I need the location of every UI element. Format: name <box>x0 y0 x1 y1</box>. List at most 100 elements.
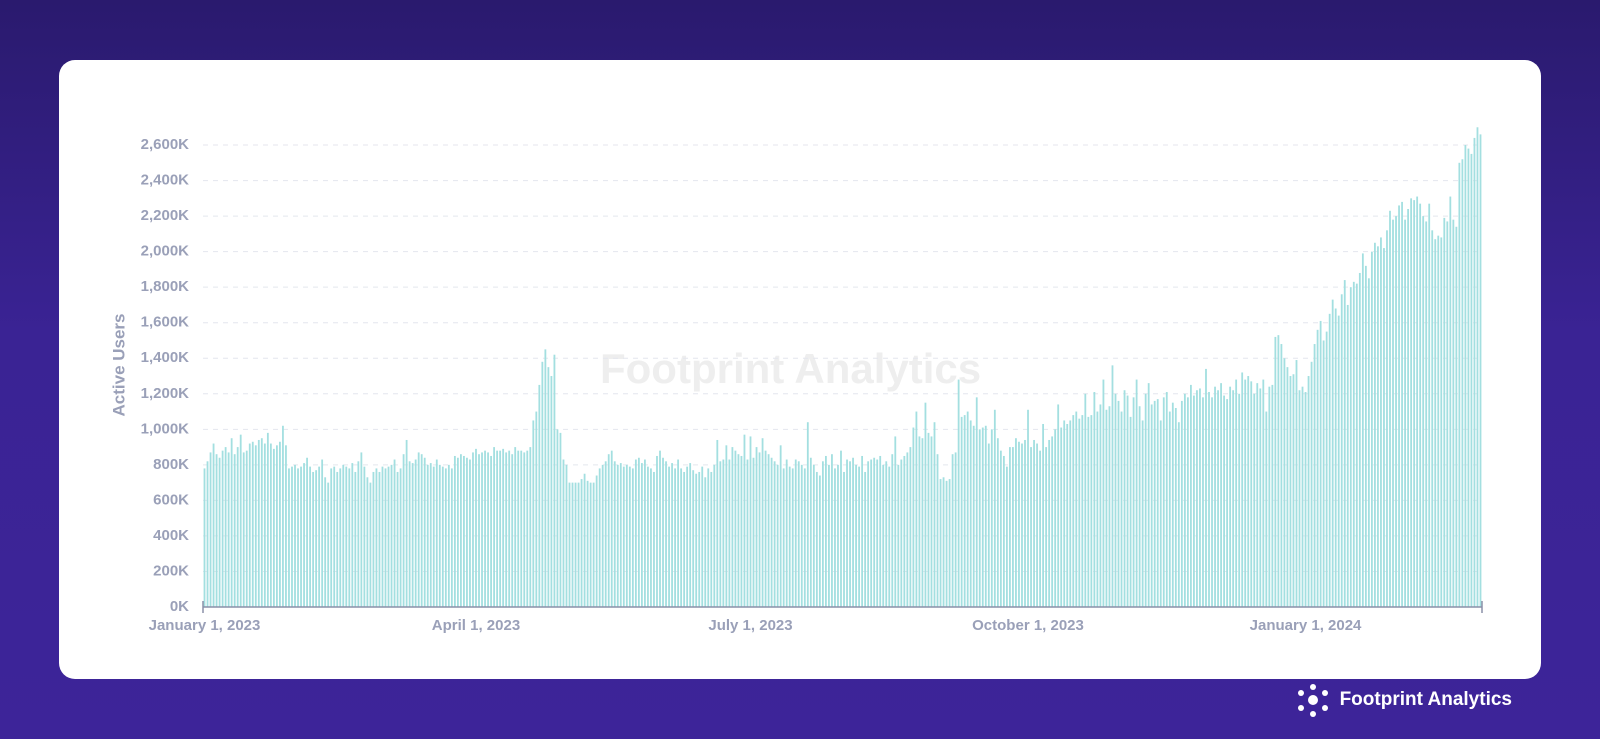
bar <box>589 482 592 607</box>
bar <box>1045 447 1048 607</box>
bar <box>1002 455 1005 607</box>
y-tick-label: 400K <box>153 527 189 544</box>
bar <box>420 454 423 607</box>
bar <box>812 464 815 607</box>
bar <box>725 445 728 607</box>
bar <box>1096 411 1099 607</box>
bar <box>981 427 984 607</box>
bar <box>1060 427 1063 607</box>
bar <box>1386 230 1388 608</box>
bar <box>1120 411 1123 607</box>
bar <box>396 471 399 607</box>
bar <box>918 436 921 607</box>
bar <box>1473 137 1476 607</box>
y-tick-label: 1,400K <box>141 349 190 366</box>
bar <box>1304 392 1307 607</box>
bar <box>257 439 260 607</box>
bar <box>523 452 526 607</box>
bar <box>366 477 369 607</box>
bar <box>604 461 607 607</box>
bar <box>1392 219 1394 608</box>
bar <box>514 447 517 607</box>
bar <box>239 434 242 607</box>
bar <box>1467 148 1470 607</box>
bar <box>900 459 903 607</box>
bar <box>1425 221 1428 607</box>
bar <box>779 445 782 607</box>
bar <box>1428 203 1431 607</box>
bar <box>1018 441 1020 607</box>
bar <box>580 479 583 607</box>
bar <box>837 464 839 607</box>
y-tick-label: 2,600K <box>141 136 190 153</box>
bar <box>1449 196 1452 607</box>
bar <box>1422 216 1425 607</box>
bar <box>710 471 713 607</box>
bar <box>309 466 311 607</box>
bar <box>668 466 670 607</box>
bar <box>680 468 683 607</box>
bar <box>825 455 827 607</box>
bar <box>414 459 417 607</box>
bar <box>372 471 375 607</box>
bar <box>930 436 933 607</box>
bar <box>686 466 689 607</box>
bar <box>236 447 239 607</box>
bar <box>1214 386 1216 607</box>
bar <box>915 411 918 607</box>
bar <box>834 468 836 607</box>
bar <box>565 464 568 607</box>
bar <box>894 436 897 607</box>
bar <box>698 471 701 607</box>
bar <box>1232 390 1235 607</box>
bar <box>490 455 492 607</box>
bar <box>511 454 514 607</box>
bar <box>782 468 785 607</box>
bar <box>279 441 281 607</box>
bar <box>1292 374 1295 607</box>
bar <box>728 459 731 607</box>
bar <box>761 438 764 607</box>
bar <box>1042 423 1045 607</box>
bar <box>1114 393 1117 607</box>
bar <box>215 454 218 607</box>
bar <box>990 429 993 607</box>
bar <box>607 454 610 607</box>
bar <box>969 420 972 607</box>
bar <box>846 459 848 607</box>
bar <box>978 429 981 607</box>
bar <box>1117 400 1120 607</box>
bar <box>285 445 287 607</box>
bar <box>640 463 643 607</box>
bar <box>224 447 227 607</box>
bar <box>1343 280 1346 607</box>
bar <box>1395 216 1397 607</box>
bar <box>659 450 661 607</box>
bar <box>975 397 978 607</box>
bar <box>254 445 257 607</box>
bar <box>1027 409 1029 607</box>
bar <box>637 457 640 607</box>
bar <box>538 384 541 607</box>
bar <box>297 468 299 607</box>
bar <box>438 464 441 607</box>
bar <box>1331 299 1334 607</box>
bar <box>993 409 996 607</box>
bar <box>855 464 857 607</box>
bar <box>1250 381 1253 607</box>
bar <box>1063 420 1066 607</box>
bar <box>1069 420 1072 607</box>
bar <box>275 445 278 607</box>
bar <box>665 461 667 607</box>
bar <box>1265 411 1268 607</box>
bar <box>544 349 547 607</box>
bar <box>1012 447 1014 607</box>
bar <box>610 450 613 607</box>
bar <box>1443 217 1446 608</box>
bar <box>577 482 580 607</box>
bar <box>1093 392 1096 607</box>
bar <box>1174 408 1177 607</box>
bar <box>1322 340 1325 607</box>
bar <box>1464 145 1467 608</box>
bar <box>363 466 366 607</box>
